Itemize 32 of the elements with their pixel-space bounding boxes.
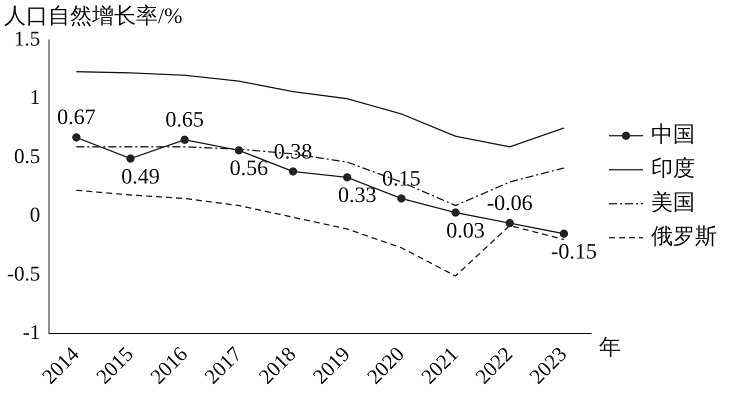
data-label: 0.38 xyxy=(274,138,312,164)
data-label: 0.03 xyxy=(446,217,485,242)
y-axis-title: 人口自然增长率/% xyxy=(4,2,182,28)
legend-label: 印度 xyxy=(651,156,695,181)
data-label: -0.06 xyxy=(486,190,533,215)
data-label: 0.15 xyxy=(382,165,421,190)
data-label: 0.49 xyxy=(121,163,160,188)
point xyxy=(126,154,135,163)
y-tick-label: 0 xyxy=(30,202,40,227)
data-label: -0.15 xyxy=(551,238,597,264)
point xyxy=(234,146,244,154)
x-axis-title: 年 xyxy=(599,334,621,360)
data-label: 0.67 xyxy=(57,104,96,130)
point xyxy=(397,194,406,203)
point xyxy=(560,230,568,238)
point xyxy=(180,136,189,144)
data-label: 0.56 xyxy=(230,155,268,180)
y-tick-label: 1.5 xyxy=(14,26,40,51)
data-label: 0.65 xyxy=(165,106,204,132)
y-tick-label: -1 xyxy=(22,320,40,344)
point xyxy=(288,167,298,176)
legend-label: 美国 xyxy=(651,190,695,215)
point xyxy=(451,208,460,217)
y-tick-label: 1 xyxy=(30,85,40,110)
y-tick-label: -0.5 xyxy=(6,261,40,286)
y-tick-label: 0.5 xyxy=(14,144,40,168)
legend-label: 俄罗斯 xyxy=(651,224,717,249)
legend-label: 中国 xyxy=(651,122,695,147)
point xyxy=(343,173,352,182)
data-label: 0.33 xyxy=(338,182,376,208)
point xyxy=(72,133,80,142)
point xyxy=(506,218,514,228)
